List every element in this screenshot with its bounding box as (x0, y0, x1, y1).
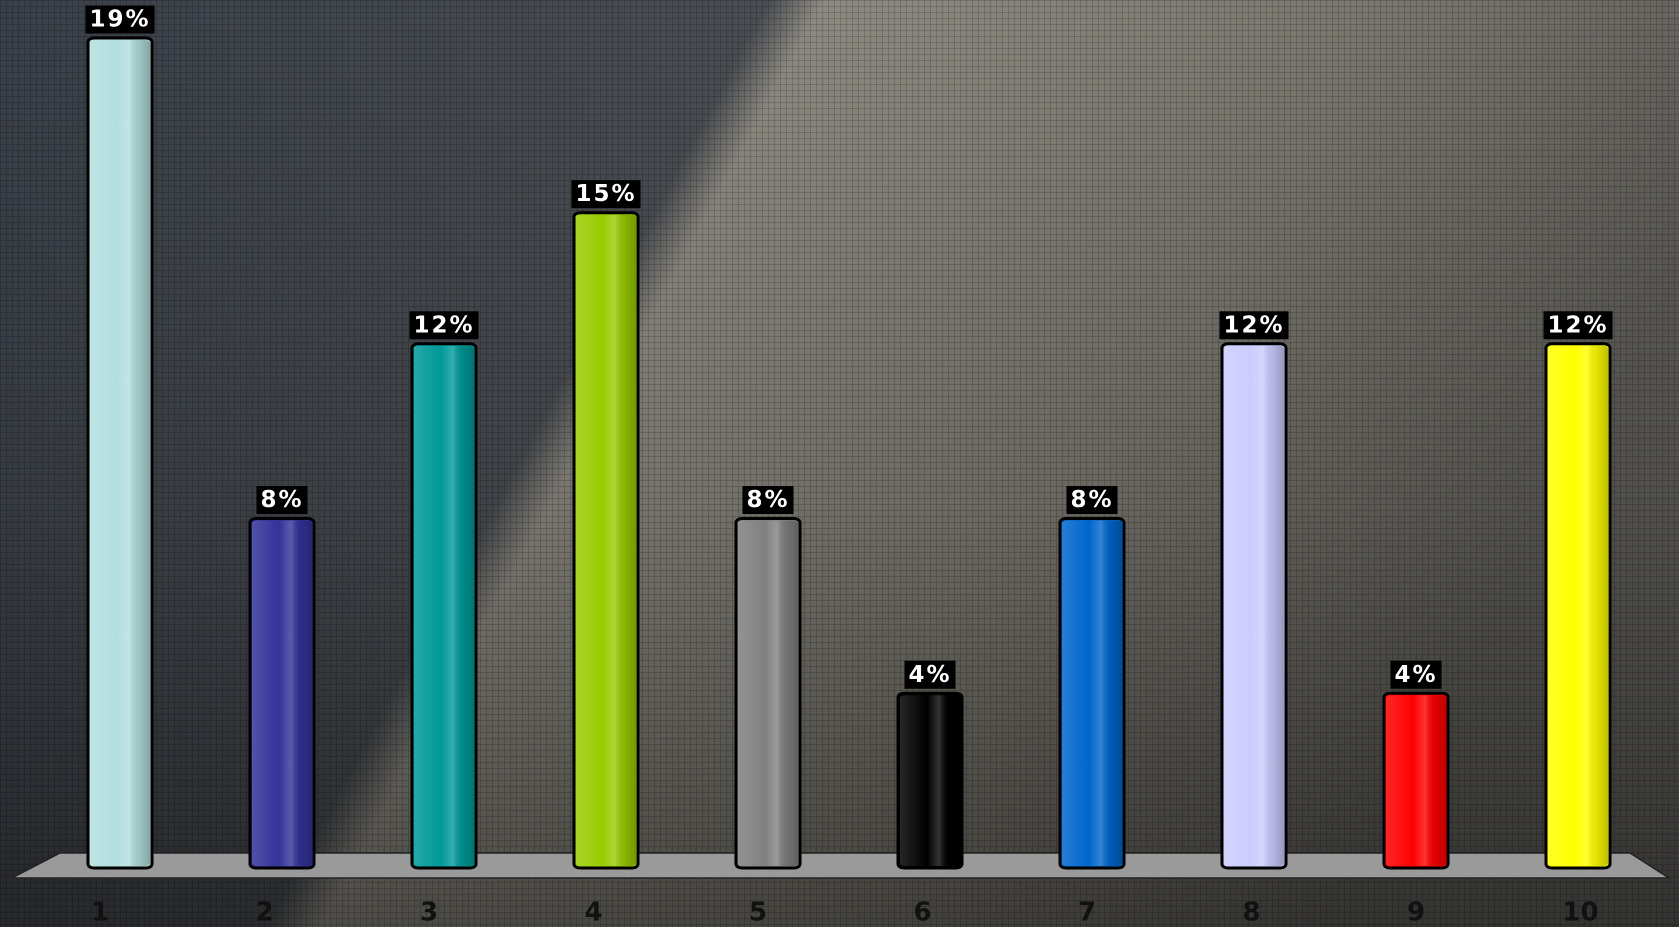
bar-shine (1386, 695, 1446, 866)
bar-shine (900, 695, 960, 866)
value-label: 8% (746, 487, 789, 513)
value-label: 4% (908, 662, 951, 688)
value-label-box (1543, 311, 1613, 340)
bar-shine (90, 40, 150, 866)
value-label: 8% (1070, 487, 1113, 513)
value-label: 15% (575, 181, 636, 207)
value-label-box (571, 180, 641, 209)
x-tick-label: 8 (1242, 898, 1260, 927)
bar-shine (1548, 345, 1608, 867)
value-label: 12% (1223, 312, 1284, 338)
bar-shine (1224, 345, 1284, 867)
value-label: 4% (1394, 662, 1437, 688)
x-tick-label: 6 (913, 898, 931, 927)
x-tick-label: 1 (91, 898, 109, 927)
bar-shine (1062, 520, 1122, 866)
x-tick-label: 2 (255, 898, 273, 927)
value-label-box (1219, 311, 1289, 340)
value-label-box (256, 486, 308, 515)
bar-shine (576, 214, 636, 867)
value-label-box (904, 660, 956, 689)
value-label-box (742, 486, 794, 515)
x-tick-label: 3 (420, 898, 438, 927)
x-tick-label: 10 (1562, 898, 1598, 927)
value-label: 12% (413, 312, 474, 338)
value-label-box (1066, 486, 1118, 515)
value-label: 12% (1547, 312, 1608, 338)
x-tick-label: 7 (1078, 898, 1096, 927)
x-tick-label: 5 (749, 898, 767, 927)
x-tick-label: 4 (584, 898, 602, 927)
value-label-box (85, 5, 155, 34)
value-label: 19% (89, 7, 150, 33)
value-label-box (1390, 660, 1442, 689)
value-label-box (409, 311, 479, 340)
bar-shine (414, 345, 474, 867)
x-tick-label: 9 (1407, 898, 1425, 927)
bar-shine (738, 520, 798, 866)
bar-shine (252, 520, 312, 866)
value-label: 8% (260, 487, 303, 513)
